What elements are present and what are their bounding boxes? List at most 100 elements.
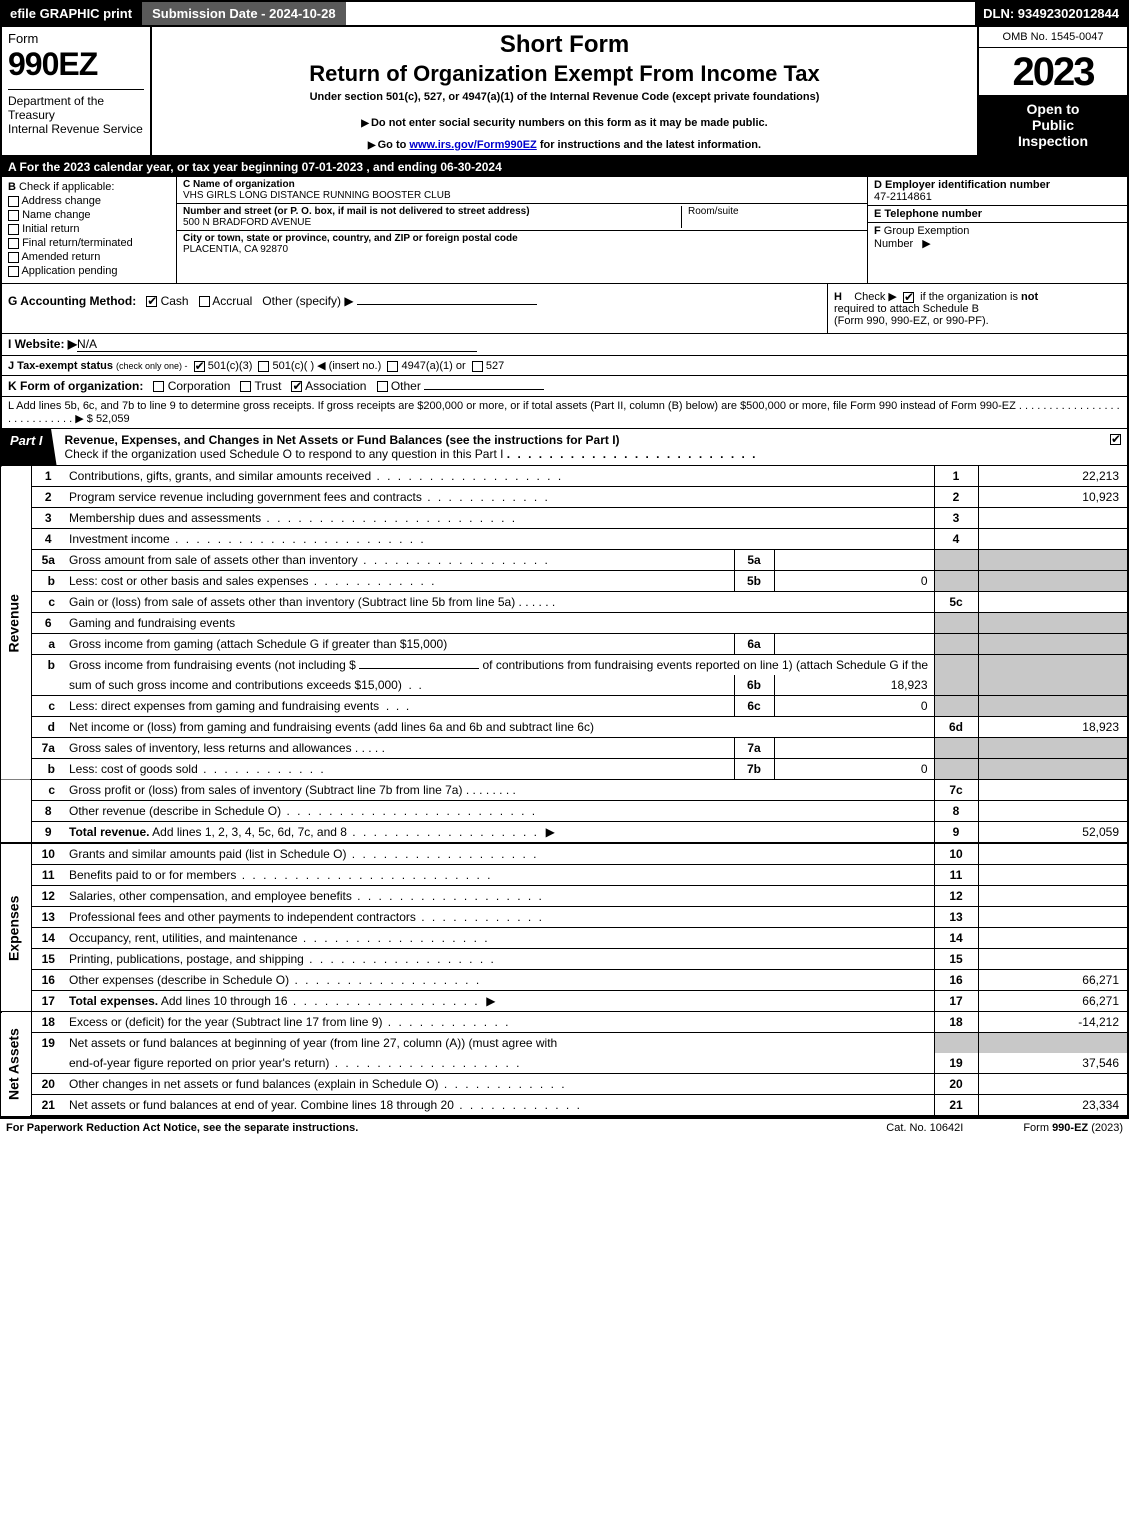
irs-link[interactable]: www.irs.gov/Form990EZ xyxy=(409,139,536,151)
line-7b-minival: 0 xyxy=(774,759,934,780)
form-word: Form xyxy=(8,31,144,46)
line-2-desc: Program service revenue including govern… xyxy=(69,490,422,504)
line-5c-rval xyxy=(978,592,1128,613)
header-left: Form 990EZ Department of the TreasuryInt… xyxy=(2,27,152,155)
line-19-rval-grey xyxy=(978,1033,1128,1054)
line-7c-rnum: 7c xyxy=(934,780,978,801)
part1-tag: Part I xyxy=(2,429,57,465)
line-1-rnum: 1 xyxy=(934,466,978,487)
tax-exempt-label: J Tax-exempt status xyxy=(8,360,113,372)
line-11-rnum: 11 xyxy=(934,865,978,886)
top-bar: efile GRAPHIC print Submission Date - 20… xyxy=(0,0,1129,27)
4947-label: 4947(a)(1) or xyxy=(401,360,465,372)
city-value: PLACENTIA, CA 92870 xyxy=(183,244,518,255)
line-6d-rval: 18,923 xyxy=(978,717,1128,738)
h-text3: required to attach Schedule B xyxy=(834,303,979,315)
form-ref-post: (2023) xyxy=(1088,1122,1123,1134)
line-5b-minival: 0 xyxy=(774,571,934,592)
line-5c-num: c xyxy=(31,592,65,613)
line-4-rval xyxy=(978,529,1128,550)
app-pending-label: Application pending xyxy=(21,265,117,277)
line-7b-num: b xyxy=(31,759,65,780)
row-k: K Form of organization: Corporation Trus… xyxy=(0,376,1129,397)
net-assets-table: Net Assets 18 Excess or (deficit) for th… xyxy=(0,1012,1129,1117)
org-name-value: VHS GIRLS LONG DISTANCE RUNNING BOOSTER … xyxy=(183,190,451,201)
accrual-checkbox[interactable] xyxy=(199,296,210,307)
line-6c-num: c xyxy=(31,696,65,717)
block-gh: G Accounting Method: Cash Accrual Other … xyxy=(0,284,1129,334)
line-10-num: 10 xyxy=(31,844,65,865)
line-5a-desc: Gross amount from sale of assets other t… xyxy=(69,553,358,567)
part1-sub: Check if the organization used Schedule … xyxy=(65,447,504,461)
line-1-desc: Contributions, gifts, grants, and simila… xyxy=(69,469,371,483)
initial-return-label: Initial return xyxy=(22,223,79,235)
line-6b-rval-grey xyxy=(978,655,1128,676)
goto-post: for instructions and the latest informat… xyxy=(537,139,761,151)
h-text2: if the organization is xyxy=(920,291,1021,303)
app-pending-checkbox[interactable] xyxy=(8,266,19,277)
efile-label[interactable]: efile GRAPHIC print xyxy=(2,2,140,25)
line-19-desc1: Net assets or fund balances at beginning… xyxy=(69,1036,557,1050)
line-7b-rnum-grey xyxy=(934,759,978,780)
l-amount: $ 52,059 xyxy=(87,413,130,425)
line-2-rnum: 2 xyxy=(934,487,978,508)
corp-checkbox[interactable] xyxy=(153,381,164,392)
line-19-rnum: 19 xyxy=(934,1053,978,1074)
line-12-rnum: 12 xyxy=(934,886,978,907)
other-org-checkbox[interactable] xyxy=(377,381,388,392)
line-6c-desc: Less: direct expenses from gaming and fu… xyxy=(69,699,379,713)
amended-return-label: Amended return xyxy=(21,251,100,263)
501c3-checkbox[interactable] xyxy=(194,361,205,372)
expenses-side-label: Expenses xyxy=(1,844,31,1012)
form-header: Form 990EZ Department of the TreasuryInt… xyxy=(0,27,1129,157)
name-change-checkbox[interactable] xyxy=(8,210,19,221)
block-bcdef: B Check if applicable: Address change Na… xyxy=(0,177,1129,284)
527-checkbox[interactable] xyxy=(472,361,483,372)
assoc-label: Association xyxy=(305,379,366,393)
line-6b-desc3: sum of such gross income and contributio… xyxy=(69,678,402,692)
col-g: G Accounting Method: Cash Accrual Other … xyxy=(2,284,827,333)
line-6b2-rnum-grey xyxy=(934,675,978,696)
row-l: L Add lines 5b, 6c, and 7b to line 9 to … xyxy=(0,397,1129,429)
trust-checkbox[interactable] xyxy=(240,381,251,392)
cash-label: Cash xyxy=(161,294,189,308)
schedule-o-checkbox[interactable] xyxy=(1110,434,1121,445)
initial-return-checkbox[interactable] xyxy=(8,224,19,235)
501c-checkbox[interactable] xyxy=(258,361,269,372)
line-19-rnum-grey xyxy=(934,1033,978,1054)
final-return-checkbox[interactable] xyxy=(8,238,19,249)
line-8-num: 8 xyxy=(31,801,65,822)
col-h: H Check ▶ if the organization is not req… xyxy=(827,284,1127,333)
ein-label: D Employer identification number xyxy=(874,179,1121,191)
line-12-num: 12 xyxy=(31,886,65,907)
line-5a-rnum-grey xyxy=(934,550,978,571)
l-text: L Add lines 5b, 6c, and 7b to line 9 to … xyxy=(8,400,1016,412)
4947-checkbox[interactable] xyxy=(387,361,398,372)
line-1-num: 1 xyxy=(31,466,65,487)
line-8-rnum: 8 xyxy=(934,801,978,822)
line-14-rval xyxy=(978,928,1128,949)
goto-pre: Go to xyxy=(378,139,410,151)
goto-note: Go to www.irs.gov/Form990EZ for instruct… xyxy=(162,139,967,151)
assoc-checkbox[interactable] xyxy=(291,381,302,392)
street-value: 500 N BRADFORD AVENUE xyxy=(183,217,681,228)
501c-label: 501(c)( ) ◀ (insert no.) xyxy=(273,360,382,372)
cash-checkbox[interactable] xyxy=(146,296,157,307)
line-19-num: 19 xyxy=(31,1033,65,1074)
line-17-num: 17 xyxy=(31,991,65,1012)
final-return-label: Final return/terminated xyxy=(22,237,133,249)
line-17-rnum: 17 xyxy=(934,991,978,1012)
col-b-checkboxes: B Check if applicable: Address change Na… xyxy=(2,177,177,283)
line-5b-desc: Less: cost or other basis and sales expe… xyxy=(69,574,308,588)
line-13-rnum: 13 xyxy=(934,907,978,928)
line-6b2-rval-grey xyxy=(978,675,1128,696)
amended-return-checkbox[interactable] xyxy=(8,252,19,263)
line-6c-minilbl: 6c xyxy=(734,696,774,717)
line-7a-rval-grey xyxy=(978,738,1128,759)
line-3-rnum: 3 xyxy=(934,508,978,529)
addr-change-checkbox[interactable] xyxy=(8,196,19,207)
line-7c-desc: Gross profit or (loss) from sales of inv… xyxy=(69,783,462,797)
net-assets-side-label: Net Assets xyxy=(1,1012,31,1116)
h-label: H xyxy=(834,291,842,303)
schedule-b-checkbox[interactable] xyxy=(903,292,914,303)
